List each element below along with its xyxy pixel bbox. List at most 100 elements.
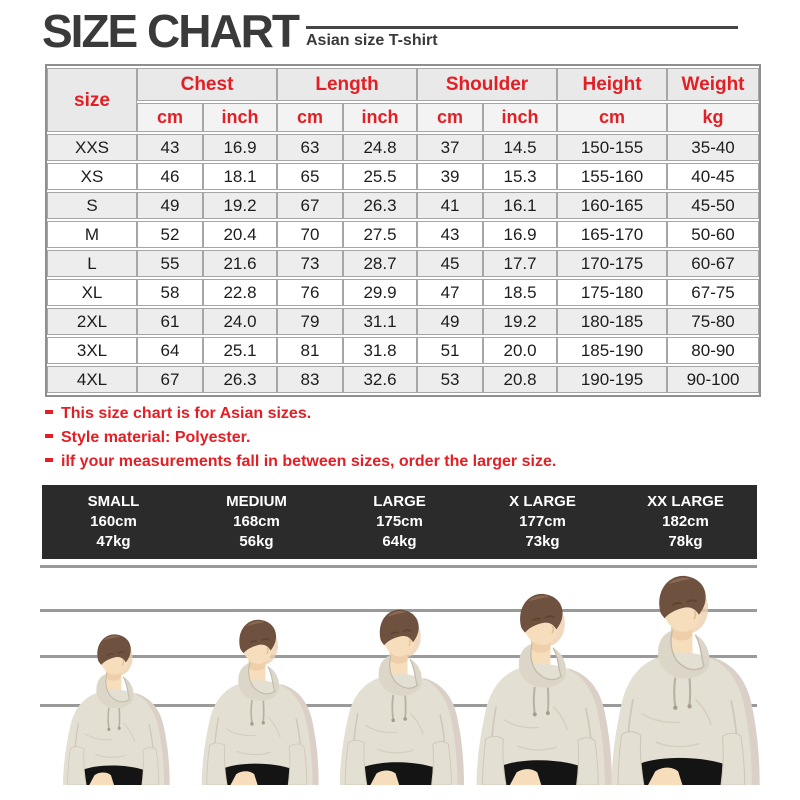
size-table-body: XXS 43 16.9 63 24.8 37 14.5 150-155 35-40 XS 46 18.… (47, 134, 760, 393)
value-cell: 50-60 (667, 221, 760, 248)
value-cell: 49 (137, 192, 203, 219)
value-cell: 18.1 (203, 163, 278, 190)
value-cell: 26.3 (343, 192, 418, 219)
value-cell: 15.3 (483, 163, 558, 190)
page-title: SIZE CHART (42, 5, 300, 57)
value-cell: 41 (417, 192, 484, 219)
value-cell: 165-170 (557, 221, 668, 248)
man-figure-holder (320, 604, 476, 785)
banner-weight: 56kg (239, 533, 274, 550)
weight-header: Weight (667, 68, 760, 101)
table-row: S 49 19.2 67 26.3 41 16.1 160-165 45-50 (47, 192, 760, 219)
note-text: ilf your measurements fall in between si… (61, 453, 557, 470)
unit-header: inch (483, 103, 558, 132)
value-cell: 49 (417, 308, 484, 335)
unit-header: kg (667, 103, 760, 132)
value-cell: 16.9 (483, 221, 558, 248)
table-header-row: size Chest Length Shoulder Height Weight (47, 68, 760, 132)
value-cell: 76 (277, 279, 344, 306)
size-corner-header: size (47, 68, 137, 132)
value-cell: 55 (137, 250, 203, 277)
value-cell: 46 (137, 163, 203, 190)
value-cell: 24.0 (203, 308, 278, 335)
value-cell: 67 (137, 366, 203, 393)
value-cell: 185-190 (557, 337, 668, 364)
size-cell: M (47, 221, 137, 248)
unit-header: cm (417, 103, 484, 132)
table-row: XL 58 22.8 76 29.9 47 18.5 175-180 67-75 (47, 279, 760, 306)
value-cell: 63 (277, 134, 344, 161)
note-line: Style material: Polyester. (45, 429, 800, 447)
value-cell: 70 (277, 221, 344, 248)
unit-header: cm (277, 103, 344, 132)
value-cell: 160-165 (557, 192, 668, 219)
value-cell: 83 (277, 366, 344, 393)
table-row: 2XL 61 24.0 79 31.1 49 19.2 180-185 75-80 (47, 308, 760, 335)
height-lineup-illustration (0, 559, 800, 800)
man-figure-holder (46, 630, 180, 785)
man-in-hoodie-figure (611, 575, 760, 785)
value-cell: 53 (417, 366, 484, 393)
banner-height: 168cm (233, 513, 280, 530)
value-cell: 22.8 (203, 279, 278, 306)
table-subheader-row: cm inch cm inch cm inch cm kg (47, 103, 760, 132)
man-figure-holder (455, 588, 625, 785)
banner-height: 160cm (90, 513, 137, 530)
value-cell: 21.6 (203, 250, 278, 277)
chest-header: Chest (137, 68, 278, 101)
banner-height: 182cm (662, 513, 709, 530)
value-cell: 45-50 (667, 192, 760, 219)
size-cell: XS (47, 163, 137, 190)
value-cell: 65 (277, 163, 344, 190)
table-row: XS 46 18.1 65 25.5 39 15.3 155-160 40-45 (47, 163, 760, 190)
page-subtitle: Asian size T-shirt (306, 32, 438, 49)
size-table: size Chest Length Shoulder Height Weight… (45, 64, 762, 397)
value-cell: 190-195 (557, 366, 668, 393)
value-cell: 35-40 (667, 134, 760, 161)
table-row: 3XL 64 25.1 81 31.8 51 20.0 185-190 80-90 (47, 337, 760, 364)
title-rule (306, 26, 738, 29)
value-cell: 58 (137, 279, 203, 306)
value-cell: 40-45 (667, 163, 760, 190)
value-cell: 60-67 (667, 250, 760, 277)
length-header: Length (277, 68, 418, 101)
banner-height: 177cm (519, 513, 566, 530)
value-cell: 31.1 (343, 308, 418, 335)
banner-weight: 73kg (525, 533, 560, 550)
note-text: This size chart is for Asian sizes. (61, 405, 312, 422)
value-cell: 31.8 (343, 337, 418, 364)
man-figure-holder (183, 615, 330, 785)
value-cell: 80-90 (667, 337, 760, 364)
value-cell: 43 (417, 221, 484, 248)
banner-weight: 78kg (668, 533, 703, 550)
man-figure-holder (588, 569, 774, 785)
banner-col-medium: MEDIUM 168cm 56kg (185, 485, 328, 559)
table-row: L 55 21.6 73 28.7 45 17.7 170-175 60-67 (47, 250, 760, 277)
value-cell: 175-180 (557, 279, 668, 306)
value-cell: 19.2 (203, 192, 278, 219)
value-cell: 20.0 (483, 337, 558, 364)
value-cell: 73 (277, 250, 344, 277)
size-cell: XXS (47, 134, 137, 161)
unit-header: cm (137, 103, 203, 132)
man-in-hoodie-figure (339, 609, 464, 785)
banner-size-label: MEDIUM (226, 493, 287, 510)
value-cell: 20.8 (483, 366, 558, 393)
value-cell: 32.6 (343, 366, 418, 393)
table-row: 4XL 67 26.3 83 32.6 53 20.8 190-195 90-100 (47, 366, 760, 393)
value-cell: 45 (417, 250, 484, 277)
size-cell: S (47, 192, 137, 219)
height-line (40, 565, 757, 568)
bullet-icon (45, 434, 53, 438)
value-cell: 90-100 (667, 366, 760, 393)
value-cell: 75-80 (667, 308, 760, 335)
banner-col-xlarge: X LARGE 177cm 73kg (471, 485, 614, 559)
value-cell: 61 (137, 308, 203, 335)
value-cell: 150-155 (557, 134, 668, 161)
note-line: ilf your measurements fall in between si… (45, 453, 800, 471)
bullet-icon (45, 458, 53, 462)
value-cell: 170-175 (557, 250, 668, 277)
size-cell: L (47, 250, 137, 277)
note-text: Style material: Polyester. (61, 429, 251, 446)
value-cell: 16.1 (483, 192, 558, 219)
